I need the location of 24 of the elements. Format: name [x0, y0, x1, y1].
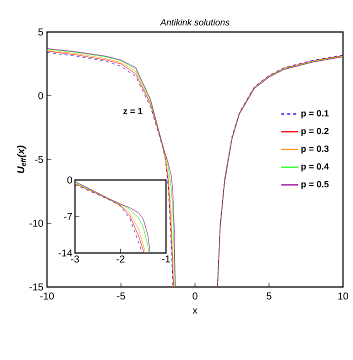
- y-tick-label: -5: [35, 156, 44, 163]
- legend-label: p = 0.4: [301, 163, 329, 172]
- x-tick-label: 0: [192, 292, 198, 300]
- y-axis-title: U$_{eff}$(x): [16, 146, 26, 174]
- chart-title: Antikink solutions: [160, 18, 230, 26]
- y-tick-label: 0: [38, 92, 44, 100]
- x-tick-label: -5: [117, 292, 126, 300]
- y-tick-label: -15: [30, 284, 44, 290]
- x-tick-label: 5: [266, 292, 272, 300]
- legend-label: p = 0.2: [301, 128, 329, 136]
- y-tick-label: -10: [30, 220, 44, 227]
- legend-label: p = 0.3: [301, 146, 329, 154]
- x-tick-label: -1: [162, 256, 170, 262]
- y-tick-label: 5: [38, 28, 44, 36]
- y-tick-label: 0: [67, 176, 72, 184]
- legend-label: p = 0.5: [301, 180, 329, 190]
- legend-label: p = 0.1: [301, 110, 329, 118]
- x-tick-label: -3: [71, 256, 79, 263]
- y-tick-label: -14: [58, 250, 72, 256]
- x-axis-title: x: [192, 308, 198, 314]
- annotation: z = 1: [123, 108, 142, 114]
- y-tick-label: -7: [64, 213, 72, 220]
- x-tick-label: -2: [116, 256, 124, 262]
- x-tick-label: 10: [338, 292, 348, 300]
